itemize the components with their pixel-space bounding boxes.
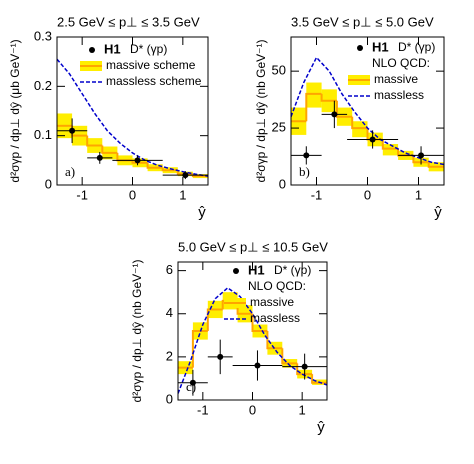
histogram-bin [191,330,208,368]
massless-curve [178,286,327,394]
x-tick-label: 1 [179,187,186,202]
legend: H1 D* (γp) massive scheme massless scheme [80,41,202,88]
y-tick-label: 0.3 [34,28,52,43]
histogram-bin [266,331,283,350]
data-point [134,157,141,164]
x-tick-label: 1 [415,187,422,202]
data-point [254,362,261,369]
y-tick-label: 0 [166,391,173,406]
x-axis-label: ŷ [434,204,442,221]
legend-note: NLO QCD: [248,279,306,293]
panel-label: c) [186,379,196,394]
legend-label: massless [250,311,300,325]
y-tick-label: 2 [166,348,173,363]
legend-symbol [357,45,363,51]
data-point [96,154,103,161]
y-tick-label: 25 [272,120,286,135]
y-tick-label: 0 [279,176,286,191]
legend-header: D* (γp) [398,40,435,54]
x-axis-label: ŷ [198,204,206,221]
panel: 3.5 GeV ≤ p⊥ ≤ 5.0 GeV d²σγp / dp⊥ dŷ (nb… [254,14,445,221]
histogram-bin [131,160,148,164]
massless-curve [57,58,208,177]
uncertainty-band [382,144,399,156]
x-tick-label: 0 [249,402,256,417]
histogram-bin [427,162,444,168]
plot-area [291,56,444,172]
panel-label: a) [65,164,75,179]
legend: H1 D* (γp) NLO QCD: massive massless [224,262,311,325]
data-point [418,152,425,159]
x-tick-label: 1 [299,402,306,417]
data-point [303,152,310,159]
legend-label: massless [374,88,424,102]
data-point [301,363,308,370]
y-tick-label: 6 [166,262,173,277]
data-point [217,353,224,360]
y-axis-label: d²σγp / dp⊥ dŷ (nb GeV⁻¹) [254,40,268,183]
histogram-bin [320,93,337,102]
data-point [331,111,338,118]
x-tick-label: 0 [129,187,136,202]
panel-title: 5.0 GeV ≤ p⊥ ≤ 10.5 GeV [178,239,328,254]
legend-note: NLO QCD: [372,56,430,70]
uncertainty-band [352,121,368,138]
histogram-bin [161,167,178,172]
y-tick-label: 0 [45,176,52,191]
legend: H1 D* (γp) NLO QCD: massive massless [348,39,435,102]
x-tick-label: -1 [197,402,209,417]
y-tick-label: 4 [166,305,173,320]
x-tick-label: 0 [364,187,371,202]
y-axis-label: d²σγp / dp⊥ dŷ (μb GeV⁻¹) [8,39,22,182]
histogram-bin [146,162,163,169]
data-point [182,172,189,179]
histogram-bin [305,92,322,122]
panel: 5.0 GeV ≤ p⊥ ≤ 10.5 GeV d²σγp / dp⊥ dŷ (n… [130,239,328,436]
legend-header: D* (γp) [130,42,167,56]
histogram-bin [351,116,368,130]
legend-symbol [89,47,95,53]
data-point [369,136,376,143]
legend-label: massive scheme [106,58,196,72]
histogram-bin [101,145,118,154]
y-tick-label: 0.1 [34,127,52,142]
panel: 2.5 GeV ≤ p⊥ ≤ 3.5 GeV d²σγp / dp⊥ dŷ (μb… [8,14,209,221]
y-tick-label: 0.2 [34,78,52,93]
panel-title: 2.5 GeV ≤ p⊥ ≤ 3.5 GeV [57,14,200,29]
y-tick-label: 50 [272,63,286,78]
massless-curve [291,56,444,166]
histogram-bin [206,308,223,331]
x-tick-label: -1 [311,187,323,202]
legend-header: D* (γp) [274,263,311,277]
panel-label: b) [299,164,310,179]
histogram-bin [412,155,429,164]
data-point [189,379,196,386]
legend-label: massive [250,295,294,309]
plot-area [178,286,327,396]
uncertainty-band [306,82,322,108]
legend-label: H1 [248,262,265,277]
y-axis-label: d²σγp / dp⊥ dŷ (nb GeV⁻¹) [130,260,144,403]
legend-label: H1 [372,39,389,54]
histogram-bin [281,348,298,365]
x-axis-label: ŷ [317,419,325,436]
histogram-bin [335,100,353,118]
histogram-bin [381,139,399,150]
panel-title: 3.5 GeV ≤ p⊥ ≤ 5.0 GeV [291,14,434,29]
histogram-bin [86,135,103,147]
x-tick-label: -1 [76,187,88,202]
legend-symbol [233,268,239,274]
legend-label: massless scheme [106,74,202,88]
plot-area [57,58,208,180]
legend-label: massive [374,72,418,86]
data-point [69,127,76,134]
legend-label: H1 [104,41,121,56]
